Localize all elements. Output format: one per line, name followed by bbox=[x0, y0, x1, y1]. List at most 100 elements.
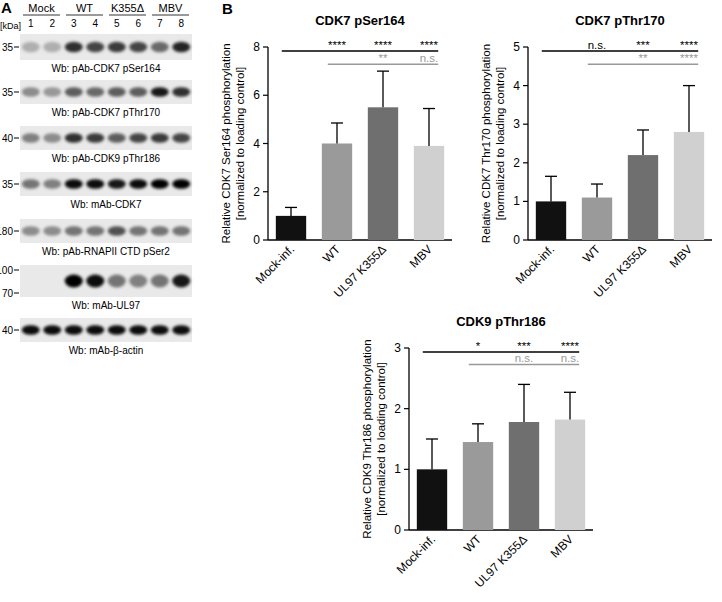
y-tick bbox=[523, 162, 528, 163]
blot-background bbox=[20, 80, 192, 104]
significance-label: *** bbox=[517, 340, 531, 352]
marker-dash bbox=[14, 270, 19, 271]
error-stem bbox=[642, 130, 643, 155]
y-tick bbox=[523, 46, 528, 47]
y-tick bbox=[404, 408, 409, 409]
y-tick bbox=[404, 529, 409, 530]
bar bbox=[582, 198, 612, 240]
lane-group-line bbox=[66, 15, 103, 16]
y-tick-label: 4 bbox=[253, 137, 260, 151]
significance-label: n.s. bbox=[588, 39, 607, 51]
error-bar bbox=[518, 384, 530, 422]
x-tick-label: Mock-inf. bbox=[394, 532, 438, 576]
blot bbox=[20, 219, 192, 243]
lane-group-line bbox=[23, 15, 60, 16]
marker-dash bbox=[14, 92, 19, 93]
blot-background bbox=[20, 219, 192, 243]
panel-label: B bbox=[222, 0, 233, 17]
band bbox=[65, 275, 83, 288]
band bbox=[43, 87, 61, 97]
y-axis-label: Relative CDK7 Thr170 phosphorylation bbox=[480, 44, 492, 243]
blot bbox=[20, 34, 192, 60]
x-tick-label: MBV bbox=[667, 242, 695, 270]
y-tick-label: 0 bbox=[394, 523, 401, 537]
bar bbox=[414, 146, 444, 240]
chart: CDK7 pSer164Relative CDK7 Ser164 phospho… bbox=[220, 13, 452, 300]
band bbox=[86, 133, 104, 143]
y-tick-label: 6 bbox=[253, 88, 260, 102]
y-tick-label: 3 bbox=[394, 341, 401, 355]
band bbox=[172, 275, 190, 288]
band bbox=[172, 179, 190, 189]
significance-label: **** bbox=[680, 39, 698, 51]
error-bar bbox=[591, 184, 603, 198]
bar bbox=[628, 155, 658, 240]
band bbox=[108, 325, 126, 335]
band bbox=[172, 325, 190, 335]
error-cap bbox=[331, 122, 343, 123]
y-tick-label: 8 bbox=[253, 40, 260, 54]
significance-line bbox=[282, 50, 438, 52]
y-axis-label: [normalized to loading control] bbox=[375, 362, 387, 515]
blot-label: Wb: pAb-CDK7 pSer164 bbox=[52, 63, 161, 74]
marker-label: 35 bbox=[2, 179, 14, 190]
blot bbox=[20, 318, 192, 342]
significance-label: n.s. bbox=[561, 352, 580, 364]
band bbox=[108, 226, 126, 236]
significance-label: **** bbox=[420, 39, 438, 51]
significance-line bbox=[423, 351, 579, 353]
band bbox=[43, 325, 61, 335]
lane-group-label: WT bbox=[76, 2, 93, 14]
band bbox=[129, 179, 147, 189]
y-tick-label: 2 bbox=[394, 402, 401, 416]
blot-label: Wb: mAb-CDK7 bbox=[70, 199, 142, 210]
blot-label: Wb: pAb-CDK7 pThr170 bbox=[52, 107, 161, 118]
band bbox=[86, 275, 104, 288]
marker-dash bbox=[14, 293, 19, 294]
band bbox=[151, 133, 169, 143]
y-tick-label: 3 bbox=[513, 117, 520, 131]
y-tick-label: 5 bbox=[513, 40, 520, 54]
unit-label: [kDa] bbox=[0, 21, 21, 31]
x-tick-label: WT bbox=[320, 242, 344, 266]
error-bar bbox=[423, 109, 435, 146]
lane-group-label: Mock bbox=[28, 2, 55, 14]
y-tick bbox=[263, 95, 268, 96]
blot-label: Wb: pAb-RNAPII CTD pSer2 bbox=[42, 246, 170, 257]
band bbox=[22, 179, 40, 189]
figure: ABMockWTK355ΔMBV12345678[kDa]35Wb: pAb-C… bbox=[0, 0, 722, 602]
bar bbox=[322, 144, 352, 241]
y-tick bbox=[523, 85, 528, 86]
lane-number: 2 bbox=[49, 18, 55, 29]
y-tick-label: 0 bbox=[253, 233, 260, 247]
bar bbox=[463, 442, 493, 530]
band bbox=[22, 275, 40, 288]
band bbox=[65, 87, 83, 97]
chart-title: CDK9 pThr186 bbox=[456, 314, 546, 329]
error-stem bbox=[688, 86, 689, 132]
band bbox=[22, 42, 40, 52]
plot-area bbox=[276, 71, 444, 240]
band bbox=[65, 179, 83, 189]
x-tick-label: UL97 K355Δ bbox=[331, 242, 389, 300]
error-bar bbox=[545, 176, 557, 201]
band bbox=[65, 325, 83, 335]
y-tick bbox=[263, 191, 268, 192]
band bbox=[129, 87, 147, 97]
error-bar bbox=[472, 424, 484, 442]
x-tick-label: WT bbox=[461, 532, 485, 556]
blot-label: Wb: mAb-UL97 bbox=[72, 300, 141, 311]
band bbox=[151, 226, 169, 236]
band bbox=[65, 133, 83, 143]
error-bar bbox=[377, 71, 389, 107]
y-tick-label: 4 bbox=[513, 79, 520, 93]
band bbox=[43, 42, 61, 52]
chart: CDK9 pThr186Relative CDK9 Thr186 phospho… bbox=[361, 314, 593, 590]
band bbox=[151, 275, 169, 288]
band bbox=[65, 226, 83, 236]
band bbox=[129, 42, 147, 52]
error-cap bbox=[472, 423, 484, 424]
significance-label: n.s. bbox=[515, 352, 534, 364]
y-tick bbox=[523, 201, 528, 202]
error-bar bbox=[285, 207, 297, 215]
